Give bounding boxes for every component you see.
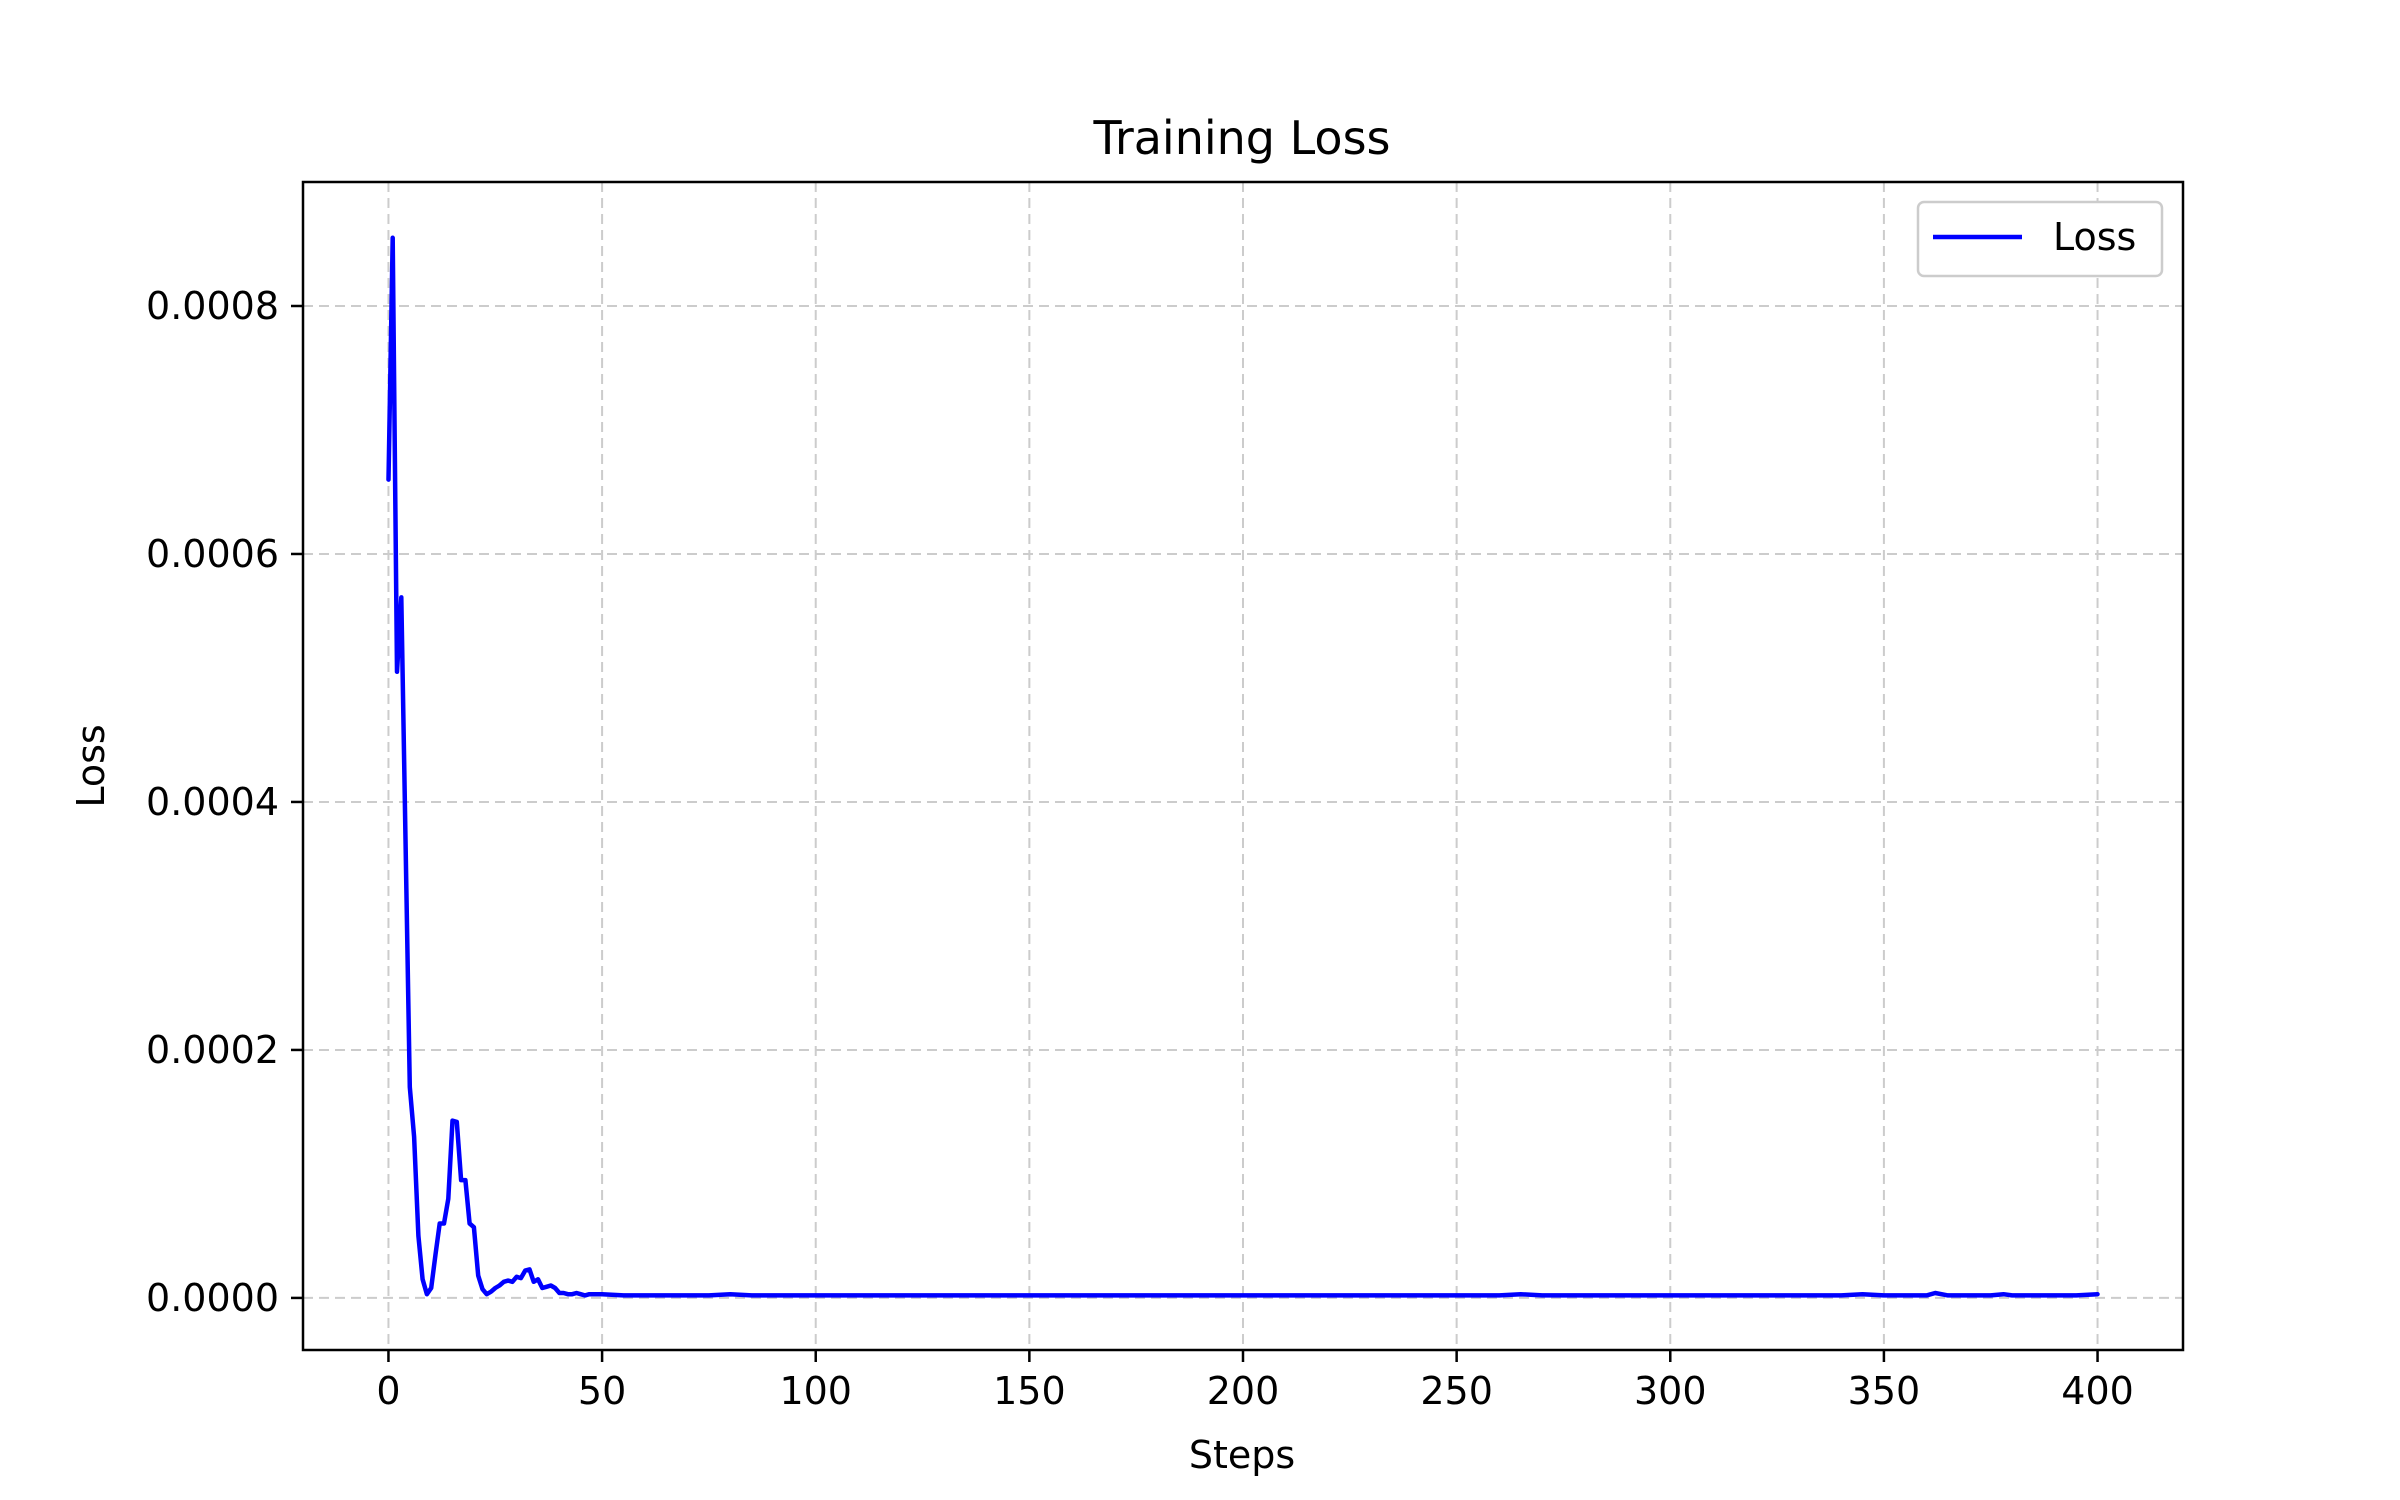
chart-title: Training Loss: [1092, 111, 1390, 165]
y-tick-label: 0.0006: [146, 532, 279, 576]
y-tick-label: 0.0002: [146, 1028, 279, 1072]
x-tick-label: 300: [1634, 1369, 1707, 1413]
legend: Loss: [1916, 200, 2164, 278]
legend-label-loss: Loss: [2053, 215, 2136, 259]
x-axis-label: Steps: [1189, 1433, 1295, 1477]
y-axis-label: Loss: [69, 724, 113, 807]
y-axis-ticks: 0.0000 0.0002 0.0004 0.0006 0.0008: [146, 284, 303, 1320]
x-tick-label: 150: [993, 1369, 1066, 1413]
y-tick-label: 0.0004: [146, 780, 279, 824]
y-tick-label: 0.0000: [146, 1276, 279, 1320]
x-tick-label: 250: [1420, 1369, 1493, 1413]
x-tick-label: 50: [578, 1369, 626, 1413]
grid: [303, 182, 2183, 1350]
x-tick-label: 350: [1848, 1369, 1921, 1413]
x-tick-label: 400: [2061, 1369, 2134, 1413]
x-axis-ticks: 0 50 100 150 200 250 300 350 400: [376, 1350, 2134, 1413]
x-tick-label: 200: [1207, 1369, 1280, 1413]
legend-box: [1916, 200, 2164, 278]
y-tick-label: 0.0008: [146, 284, 279, 328]
loss-series-line: [386, 235, 2100, 1298]
x-tick-label: 0: [376, 1369, 400, 1413]
x-tick-label: 100: [779, 1369, 852, 1413]
